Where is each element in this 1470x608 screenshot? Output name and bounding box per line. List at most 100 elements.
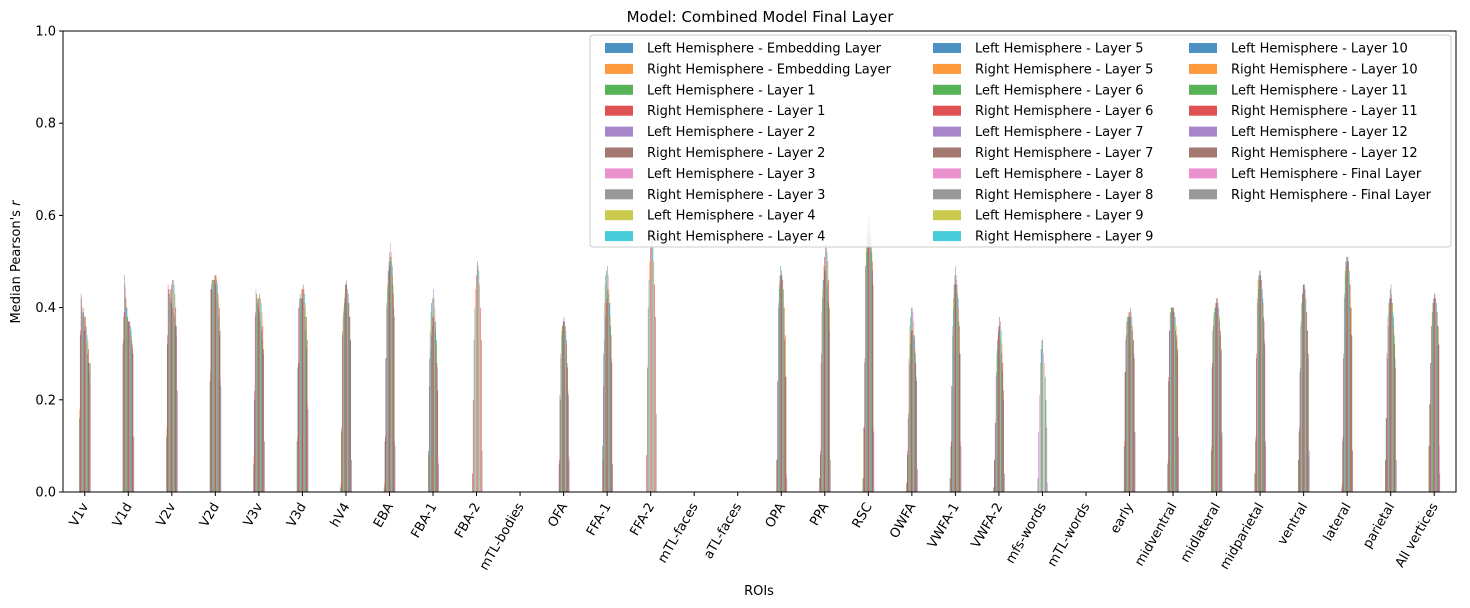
bar — [1351, 335, 1353, 492]
bar — [1218, 307, 1220, 492]
bar — [478, 270, 480, 492]
bar — [1256, 298, 1258, 492]
bar — [216, 289, 217, 492]
bar — [907, 455, 908, 492]
bar — [915, 353, 916, 492]
bar — [819, 455, 821, 492]
bar — [871, 261, 873, 492]
bar — [609, 302, 610, 492]
bar — [828, 330, 830, 492]
bar — [1300, 326, 1302, 492]
bar — [1298, 459, 1299, 492]
bar — [1217, 302, 1219, 492]
bar — [611, 362, 613, 492]
bar — [959, 353, 961, 492]
bar — [82, 316, 83, 492]
bar — [430, 335, 432, 492]
bar — [1177, 436, 1179, 492]
bar — [1388, 302, 1389, 492]
x-tick-label: FBA-1 — [409, 501, 441, 541]
bar — [565, 326, 566, 492]
bar — [342, 316, 344, 492]
x-tick-label: mTL-faces — [655, 500, 701, 566]
bar — [88, 349, 89, 492]
bar — [386, 307, 388, 492]
bar — [80, 330, 81, 492]
bar — [1176, 335, 1178, 492]
bar — [1344, 298, 1345, 492]
bar — [915, 362, 917, 492]
bar — [950, 441, 952, 492]
bar — [1392, 312, 1394, 492]
bar — [220, 385, 222, 492]
bar — [996, 372, 997, 492]
bar — [1220, 330, 1221, 492]
bar — [1350, 307, 1352, 492]
bar — [911, 330, 913, 492]
bar — [260, 298, 261, 492]
bar — [1173, 316, 1175, 492]
bar — [393, 293, 394, 492]
x-tick-label: mTL-words — [1045, 500, 1094, 569]
bar — [561, 330, 562, 492]
bar — [428, 358, 430, 492]
bar — [1351, 335, 1352, 492]
bar — [343, 312, 344, 492]
bar — [996, 353, 998, 492]
bar — [784, 339, 786, 492]
bar — [602, 445, 603, 492]
bar — [868, 215, 869, 492]
bar — [1260, 279, 1262, 492]
bar — [257, 298, 259, 492]
bar — [781, 270, 782, 492]
bar — [258, 312, 260, 492]
bar — [1214, 307, 1216, 492]
bar — [1047, 482, 1048, 492]
bar — [1308, 450, 1310, 492]
bar — [1438, 344, 1440, 492]
bar — [777, 381, 778, 492]
bar — [655, 413, 657, 492]
bar — [864, 358, 866, 492]
bar — [129, 321, 131, 492]
bar — [348, 302, 350, 492]
bar — [473, 339, 475, 492]
bar — [216, 279, 218, 492]
bar — [1134, 432, 1135, 492]
bar — [393, 307, 395, 492]
bar — [341, 335, 343, 492]
bar — [80, 293, 82, 492]
bar — [302, 298, 304, 492]
bar — [391, 261, 393, 492]
bar — [1433, 302, 1434, 492]
bar — [84, 326, 86, 492]
bar — [1170, 307, 1172, 492]
legend-swatch — [933, 231, 961, 242]
bar — [827, 284, 828, 492]
bar — [210, 372, 211, 492]
bar — [999, 335, 1001, 492]
bar — [824, 256, 825, 492]
bar — [1345, 266, 1347, 492]
legend-swatch — [605, 189, 633, 200]
bar — [997, 335, 999, 492]
bar — [428, 455, 430, 492]
bar — [125, 298, 127, 492]
bar — [950, 445, 952, 492]
bar — [1000, 321, 1001, 492]
bar — [1306, 312, 1307, 492]
bar — [1305, 298, 1306, 492]
bar — [214, 275, 216, 492]
bar — [1437, 326, 1439, 492]
bar — [132, 349, 133, 492]
bar — [212, 279, 214, 492]
bar — [1430, 362, 1431, 492]
bar — [603, 353, 604, 492]
bar — [910, 335, 912, 492]
bar — [169, 293, 170, 492]
bar — [567, 390, 569, 492]
bar — [480, 339, 482, 492]
bar — [960, 441, 961, 492]
bar — [558, 464, 560, 492]
bar — [435, 321, 437, 492]
